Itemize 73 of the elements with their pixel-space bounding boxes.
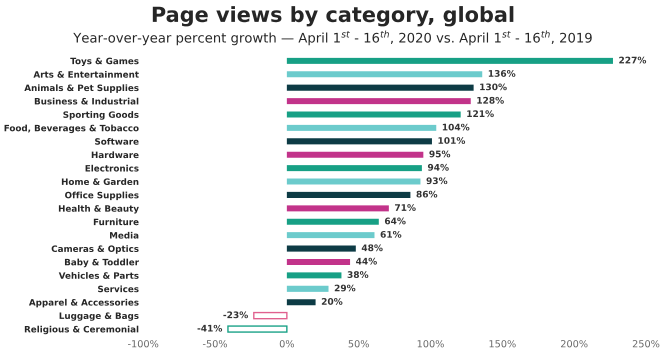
- data-label: 94%: [428, 164, 449, 171]
- y-tick-label: Religious & Ceremonial: [24, 326, 138, 334]
- chart-title: Page views by category, global: [152, 6, 514, 26]
- x-tick-label: 0%: [280, 340, 294, 348]
- data-label: 95%: [429, 150, 450, 158]
- data-label: 61%: [380, 230, 402, 238]
- data-label: 20%: [322, 298, 342, 305]
- data-label: 136%: [488, 70, 516, 77]
- bar: [286, 152, 424, 158]
- y-tick-label: Baby & Toddler: [64, 258, 139, 268]
- bar: [253, 312, 288, 320]
- bar: [286, 286, 329, 292]
- bar: [286, 84, 474, 91]
- data-label: -23%: [223, 311, 248, 318]
- bar: [286, 71, 482, 78]
- data-label: 130%: [480, 83, 507, 90]
- bar: [286, 124, 436, 131]
- bar: [286, 272, 342, 278]
- bar: [286, 165, 422, 172]
- y-tick-label: Vehicles & Parts: [58, 272, 139, 279]
- data-label: -41%: [198, 324, 222, 332]
- x-tick-label: 200%: [561, 340, 588, 348]
- bar: [286, 58, 613, 64]
- text: Year-over-year percent growth — April 1$^{st}$ - 16$^{th}$, 2020 vs. April 1$^{st}$ - 16$^{th}$, 2019: [73, 30, 592, 46]
- y-tick-label: Food, Beverages & Tobacco: [4, 124, 139, 134]
- y-tick-label: Electronics: [86, 164, 139, 172]
- x-tick-label: -50%: [202, 340, 228, 348]
- data-label: 29%: [334, 284, 356, 292]
- data-label: 227%: [619, 56, 646, 64]
- x-tick-label: 150%: [490, 340, 516, 348]
- data-label: 128%: [477, 96, 504, 104]
- data-label: 64%: [384, 218, 406, 224]
- bar: [286, 178, 420, 185]
- bar: [227, 325, 288, 333]
- y-tick-label: Media: [110, 232, 138, 239]
- data-label: 86%: [416, 190, 438, 198]
- bar: [286, 138, 432, 144]
- y-tick-label: Luggage & Bags: [60, 312, 139, 321]
- y-tick-label: Animals & Pet Supplies: [24, 84, 139, 93]
- data-label: 71%: [395, 204, 416, 211]
- data-label: 101%: [438, 137, 466, 144]
- bar: [286, 299, 316, 306]
- data-label: 121%: [467, 110, 494, 118]
- y-tick-label: Furniture: [94, 218, 139, 226]
- y-tick-label: Apparel & Accessories: [28, 298, 139, 308]
- x-tick-label: -100%: [128, 340, 158, 348]
- data-label: 44%: [356, 258, 377, 265]
- bar: [286, 205, 389, 212]
- bar: [286, 192, 410, 198]
- y-tick-label: Services: [98, 285, 139, 292]
- x-tick-label: 250%: [632, 340, 660, 348]
- data-label: 38%: [348, 271, 368, 278]
- y-tick-label: Software: [95, 138, 139, 145]
- y-tick-label: Cameras & Optics: [52, 245, 139, 254]
- y-tick-label: Sporting Goods: [63, 111, 139, 120]
- x-tick-label: 100%: [418, 340, 444, 348]
- bar: [286, 98, 471, 104]
- y-tick-label: Hardware: [92, 151, 139, 158]
- data-label: 104%: [442, 124, 470, 131]
- y-tick-label: Health & Beauty: [58, 205, 139, 214]
- y-tick-label: Home & Garden: [62, 178, 138, 185]
- bar: [286, 111, 461, 118]
- data-label: 93%: [426, 177, 448, 184]
- y-tick-label: Business & Industrial: [34, 98, 138, 105]
- y-tick-label: Office Supplies: [65, 192, 139, 200]
- bar: [286, 246, 356, 252]
- x-tick-label: 50%: [348, 340, 369, 348]
- data-label: 48%: [362, 244, 383, 252]
- y-tick-label: Toys & Games: [70, 58, 139, 66]
- bar: [286, 218, 379, 225]
- bar: [286, 258, 350, 265]
- y-tick-label: Arts & Entertainment: [33, 70, 139, 78]
- bar: [286, 232, 374, 238]
